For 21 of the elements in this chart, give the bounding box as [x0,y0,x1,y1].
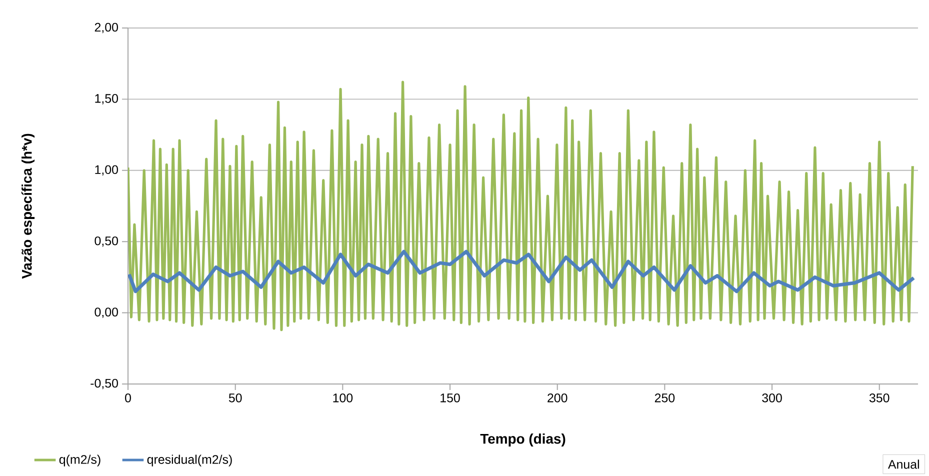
line-series [128,250,916,294]
legend-label: q(m2/s) [59,454,100,466]
x-axis-title: Tempo (dias) [480,433,566,446]
legend-label: qresidual(m2/s) [147,454,232,466]
x-tick-label: 150 [440,394,460,402]
y-tick-label: 1,50 [95,94,118,104]
x-tick-label: 50 [228,394,242,402]
x-tick-label: 300 [762,394,782,402]
y-tick-label: 0,00 [94,308,118,318]
text: Anual [888,460,919,469]
x-tick-label: 350 [869,394,890,402]
line-series [128,80,914,332]
x-tick-label: 250 [654,394,675,402]
y-tick-label: -0,50 [90,378,118,390]
x-tick-label: 0 [125,394,131,402]
y-tick-label: 2,00 [94,22,118,34]
x-tick-label: 100 [333,394,353,402]
x-tick-label: 200 [548,394,568,402]
y-axis-title: Vazão específica (h*v) [21,134,35,279]
y-tick-label: 0,50 [94,236,118,247]
y-tick-label: 1,00 [95,165,118,176]
